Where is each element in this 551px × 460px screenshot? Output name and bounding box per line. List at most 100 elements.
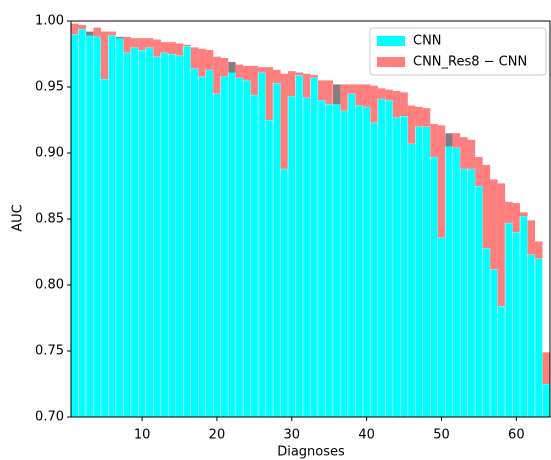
- bar: [138, 49, 147, 417]
- bar: [71, 33, 79, 417]
- diff-bar: [475, 156, 483, 186]
- bar: [362, 106, 371, 417]
- bar: [332, 84, 341, 417]
- bar: [497, 305, 506, 417]
- diff-bar: [235, 64, 244, 78]
- diff-bar: [280, 73, 289, 169]
- bar: [310, 77, 319, 417]
- bar: [347, 93, 356, 417]
- bar: [145, 47, 154, 417]
- bar: [355, 105, 364, 417]
- bar: [287, 95, 296, 417]
- diff-bar: [138, 38, 146, 51]
- legend-box: [369, 27, 547, 76]
- bar: [168, 53, 177, 417]
- y-tick-label: 0.90: [35, 146, 64, 161]
- bar: [534, 258, 543, 417]
- diff-bar: [243, 65, 251, 81]
- legend-label: CNN: [413, 34, 442, 49]
- x-tick-label: 50: [433, 428, 450, 443]
- diff-bar: [175, 43, 184, 56]
- diff-bar: [115, 36, 124, 39]
- diff-bar: [310, 75, 318, 78]
- bar: [265, 119, 274, 417]
- bar: [430, 156, 438, 417]
- diff-bar: [85, 31, 94, 36]
- diff-bar: [183, 44, 191, 47]
- bar: [235, 77, 244, 417]
- bar: [257, 72, 266, 417]
- diff-bar: [452, 133, 461, 148]
- x-axis-label: Diagnoses: [277, 445, 345, 460]
- diff-bar: [303, 73, 311, 98]
- bar: [542, 383, 550, 417]
- diff-bar: [362, 84, 371, 107]
- y-axis-label: AUC: [11, 204, 26, 232]
- y-tick-label: 0.85: [35, 212, 64, 227]
- diff-bar: [213, 56, 221, 94]
- bar: [115, 36, 124, 417]
- bar: [295, 74, 304, 417]
- x-tick-label: 20: [209, 428, 226, 443]
- bar: [422, 126, 431, 417]
- bar: [123, 52, 132, 417]
- bar: [317, 99, 326, 417]
- bar: [280, 168, 289, 417]
- bar: [190, 68, 199, 417]
- bar: [400, 115, 409, 417]
- bar: [519, 216, 528, 417]
- diff-bar: [295, 72, 304, 76]
- diff-bar: [228, 61, 236, 73]
- bar: [482, 247, 491, 417]
- diff-bar: [490, 179, 498, 270]
- diff-bar: [78, 24, 86, 29]
- diff-bar: [160, 42, 169, 53]
- diff-bar: [198, 48, 206, 77]
- diff-bar: [377, 88, 386, 99]
- y-tick-label: 1.00: [35, 14, 64, 29]
- diff-bar: [130, 38, 139, 48]
- y-tick-label: 0.80: [35, 278, 64, 293]
- diff-bar: [220, 57, 229, 77]
- bar: [377, 98, 386, 417]
- bar: [153, 56, 162, 417]
- bar: [504, 222, 513, 417]
- bar: [100, 78, 109, 417]
- plot-area: [71, 23, 550, 417]
- bar: [407, 143, 416, 417]
- diff-bar: [123, 36, 131, 53]
- legend-swatch: [377, 36, 405, 46]
- diff-bar: [430, 123, 438, 157]
- bar: [415, 126, 424, 417]
- bar: [444, 132, 453, 417]
- bar: [183, 45, 191, 417]
- legend-swatch: [377, 57, 405, 67]
- bar: [130, 47, 139, 417]
- diff-bar: [145, 38, 154, 48]
- diff-bar: [153, 39, 161, 57]
- diff-bar: [93, 27, 101, 37]
- diff-bar: [407, 105, 416, 144]
- bar: [78, 28, 87, 417]
- bar: [220, 76, 229, 417]
- diff-bar: [265, 67, 274, 120]
- diff-bar: [385, 89, 393, 101]
- bar: [474, 185, 483, 417]
- bar: [227, 61, 236, 417]
- bar: [250, 94, 259, 417]
- bar: [340, 110, 349, 417]
- bar: [212, 93, 221, 417]
- diff-bar: [415, 106, 423, 127]
- diff-bar: [347, 84, 356, 94]
- diff-bar: [250, 65, 259, 95]
- bar: [325, 103, 334, 417]
- diff-bar: [205, 50, 214, 70]
- diff-bar: [168, 42, 176, 54]
- x-tick-label: 40: [358, 428, 375, 443]
- bar: [160, 52, 169, 417]
- bar: [489, 268, 498, 417]
- diff-bar: [273, 69, 281, 84]
- bar: [527, 254, 536, 417]
- diff-bar: [190, 47, 199, 69]
